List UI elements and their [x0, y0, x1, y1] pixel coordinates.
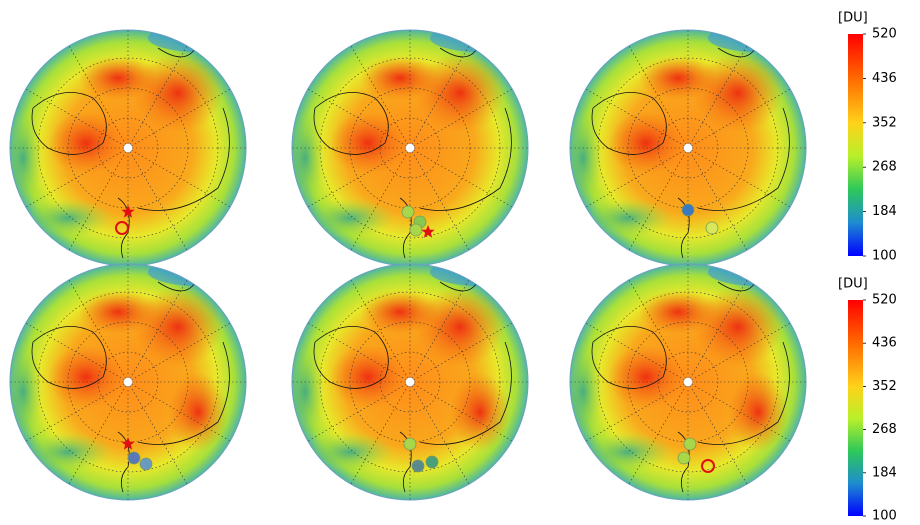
edge-blue — [430, 258, 530, 286]
high-region — [450, 372, 510, 452]
colorbar-unit: [DU] — [838, 277, 868, 292]
high-region — [330, 111, 406, 175]
high-region — [608, 345, 684, 409]
high-region — [168, 372, 228, 452]
high-region — [360, 56, 440, 100]
edge-blue — [148, 258, 248, 286]
station-dot — [682, 204, 694, 216]
low-region — [285, 342, 325, 442]
station-dot — [140, 458, 152, 470]
colorbar-tick-label: 436 — [872, 71, 897, 86]
edge-blue — [708, 24, 808, 52]
edge-blue — [430, 24, 530, 52]
station-dot — [706, 222, 718, 234]
figure: [DU] 520 436 352 268 184 100 [DU] 520 436 352 268 18… — [0, 0, 920, 525]
colorbar — [848, 300, 863, 516]
low-region — [583, 432, 673, 472]
low-region — [3, 342, 43, 442]
low-region — [23, 198, 113, 238]
high-region — [48, 111, 124, 175]
edge-blue — [148, 24, 248, 52]
maps — [3, 24, 808, 500]
colorbar-tick-label: 352 — [872, 115, 897, 130]
station-dot — [684, 438, 696, 450]
station-dot — [412, 460, 424, 472]
pole — [124, 144, 133, 153]
colorbar-tick-label: 352 — [872, 379, 897, 394]
colorbar-tick-label: 436 — [872, 336, 897, 351]
colorbar-tick-label: 268 — [872, 160, 897, 175]
high-region — [78, 56, 158, 100]
pole — [684, 144, 693, 153]
low-region — [563, 108, 603, 208]
low-region — [305, 198, 395, 238]
low-region — [305, 432, 395, 472]
high-region — [728, 372, 788, 452]
high-region — [78, 290, 158, 334]
high-region — [330, 345, 406, 409]
pole — [406, 378, 415, 387]
low-region — [285, 108, 325, 208]
high-region — [608, 111, 684, 175]
high-region — [360, 290, 440, 334]
high-region — [48, 345, 124, 409]
station-dot — [402, 206, 414, 218]
colorbar-tick-label: 184 — [872, 465, 897, 480]
colorbar-unit: [DU] — [838, 11, 868, 26]
low-region — [583, 198, 673, 238]
edge-blue — [708, 258, 808, 286]
colorbar-tick-label: 520 — [872, 293, 897, 308]
low-region — [3, 108, 43, 208]
high-region — [638, 56, 718, 100]
colorbar — [848, 34, 863, 256]
high-region — [638, 290, 718, 334]
colorbar-tick-label: 100 — [872, 249, 897, 264]
pole — [684, 378, 693, 387]
station-dot — [678, 452, 690, 464]
station-dot — [410, 224, 422, 236]
colorbars: [DU] 520 436 352 268 184 100 [DU] 520 436 352 268 18… — [838, 11, 897, 524]
low-region — [23, 432, 113, 472]
low-region — [563, 342, 603, 442]
pole — [124, 378, 133, 387]
station-dot — [128, 452, 140, 464]
colorbar-tick-label: 184 — [872, 204, 897, 219]
station-dot — [426, 456, 438, 468]
pole — [406, 144, 415, 153]
station-dot — [404, 438, 416, 450]
colorbar-tick-label: 268 — [872, 422, 897, 437]
colorbar-tick-label: 520 — [872, 27, 897, 42]
colorbar-tick-label: 100 — [872, 509, 897, 524]
